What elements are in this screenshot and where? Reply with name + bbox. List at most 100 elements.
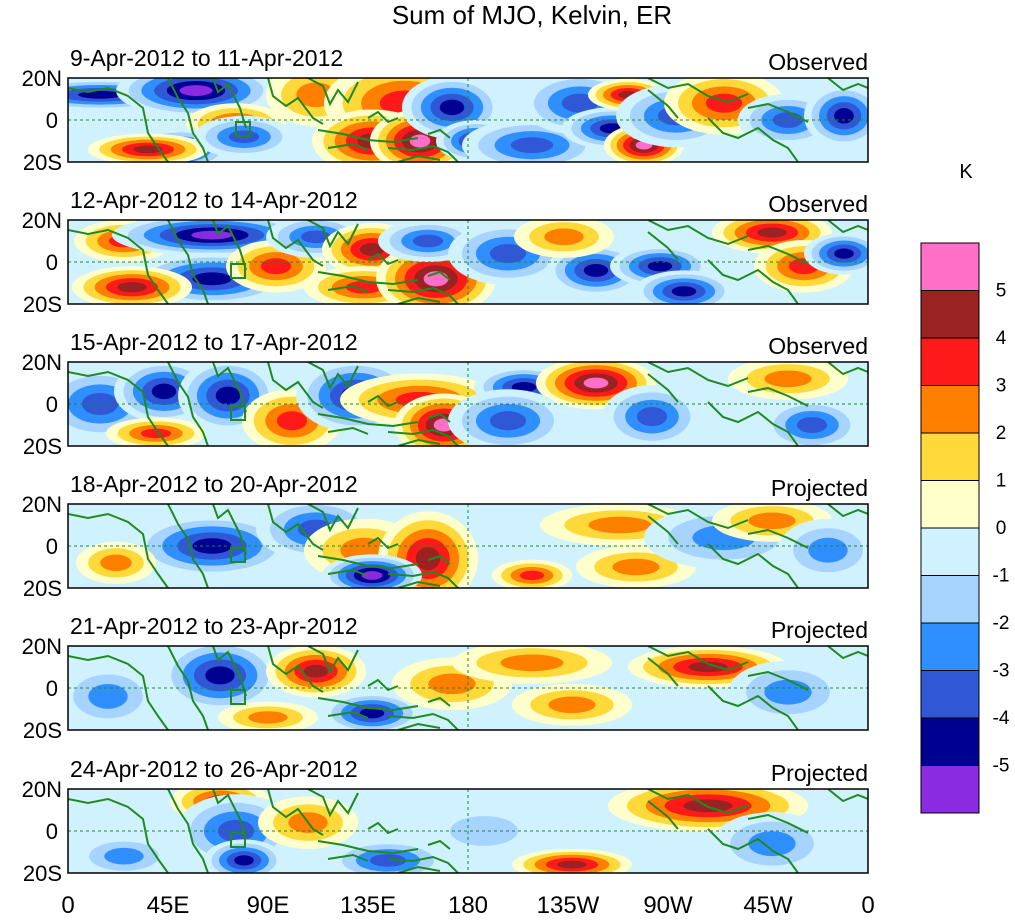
coastline: [647, 220, 749, 246]
anomaly-contour: [612, 558, 660, 576]
coastline: [327, 284, 369, 293]
coastline: [387, 712, 459, 730]
coastline: [267, 78, 324, 125]
anomaly-contour: [500, 654, 564, 672]
colorbar-swatch: [920, 385, 980, 434]
coastline: [747, 670, 809, 691]
coastline: [827, 220, 868, 234]
panel-kind: Projected: [771, 617, 868, 643]
anomaly-contour: [683, 799, 733, 813]
coastline: [647, 646, 749, 672]
panel-frame: [67, 788, 869, 874]
coastline: [267, 362, 324, 409]
anomaly-contour: [276, 411, 308, 431]
coastlines: [68, 504, 868, 588]
coastline: [307, 789, 359, 818]
anomaly-contour: [409, 134, 431, 148]
coastline: [647, 789, 749, 815]
coastlines: [68, 789, 868, 873]
coastline: [827, 78, 868, 92]
panel-kind: Observed: [768, 49, 868, 75]
anomaly-contour: [834, 248, 854, 259]
coastline: [387, 855, 459, 873]
anomaly-field: [68, 789, 868, 873]
lat-label-20n: 20N: [22, 66, 62, 91]
lon-label: 180: [448, 892, 488, 919]
anomaly-contour: [192, 272, 232, 286]
anomaly-contour: [415, 547, 441, 571]
coastline: [827, 646, 868, 660]
region-box: [230, 689, 246, 705]
coastline: [647, 504, 749, 530]
anomaly-field: [68, 362, 868, 446]
coastline: [212, 220, 247, 271]
coastline: [68, 86, 169, 162]
coastline: [747, 528, 809, 549]
lat-label-0: 0: [46, 250, 58, 275]
colorbar-unit: K: [959, 161, 973, 183]
anomaly-contour: [519, 570, 545, 581]
anomaly-contour: [808, 537, 848, 563]
coastline: [427, 270, 451, 281]
anomaly-contour: [636, 407, 668, 427]
anomaly-contour: [205, 666, 235, 685]
coastline: [267, 646, 324, 693]
coastline: [747, 813, 809, 834]
colorbar-swatch: [920, 242, 980, 291]
anomaly-field: [68, 504, 868, 588]
lon-label: 0: [861, 892, 874, 919]
lat-label-20s: 20S: [23, 576, 62, 601]
colorbar-swatch: [920, 575, 980, 624]
lon-label: 135W: [537, 892, 600, 919]
panel-4: 18-Apr-2012 to 20-Apr-2012 Projected 20N…: [22, 471, 869, 601]
anomaly-contour: [489, 411, 527, 431]
coastline: [167, 220, 209, 304]
panel-date-range: 9-Apr-2012 to 11-Apr-2012: [70, 45, 343, 71]
coastline: [68, 512, 169, 588]
anomaly-contour: [100, 554, 132, 572]
lon-label: 90E: [247, 892, 290, 919]
coastline: [647, 89, 679, 119]
lat-label-20n: 20N: [22, 208, 62, 233]
coastline: [317, 129, 419, 144]
panel-frame: [67, 219, 869, 305]
colorbar-label: -4: [993, 708, 1010, 729]
region-box: [230, 405, 246, 421]
coastline: [647, 657, 679, 687]
coastline: [68, 370, 169, 446]
colorbar-label: -2: [993, 613, 1010, 634]
anomaly-contour: [191, 230, 233, 240]
anomaly-contour: [544, 228, 584, 246]
coastline: [327, 568, 369, 577]
colorbar-label: 0: [996, 518, 1007, 539]
anomaly-contour: [359, 242, 385, 256]
coastline: [707, 828, 799, 873]
anomaly-contour: [77, 90, 123, 99]
anomaly-contour: [303, 664, 329, 678]
coastline: [387, 144, 459, 162]
anomaly-contour: [345, 280, 383, 294]
lat-label-20s: 20S: [23, 718, 62, 743]
coastline: [317, 840, 419, 855]
coastline: [307, 362, 359, 391]
coastline: [317, 555, 419, 570]
colorbar-label: -3: [993, 661, 1010, 682]
coastline: [167, 78, 209, 162]
anomaly-contour: [369, 854, 407, 867]
panel-kind: Observed: [768, 191, 868, 217]
coastline: [267, 504, 324, 551]
lat-label-0: 0: [46, 534, 58, 559]
panel-6: 24-Apr-2012 to 26-Apr-2012 Projected 20N…: [22, 756, 869, 886]
coastline: [747, 244, 809, 265]
coastline: [647, 362, 749, 388]
coastline: [167, 646, 209, 730]
coastline: [647, 231, 679, 261]
panel-frame: [67, 645, 869, 731]
anomaly-contour: [796, 417, 828, 433]
coastline: [427, 839, 451, 850]
region-box: [235, 121, 251, 137]
anomaly-contour: [234, 855, 254, 866]
coastline: [427, 696, 451, 707]
panel-frame: [67, 503, 869, 589]
coastline: [327, 853, 369, 862]
